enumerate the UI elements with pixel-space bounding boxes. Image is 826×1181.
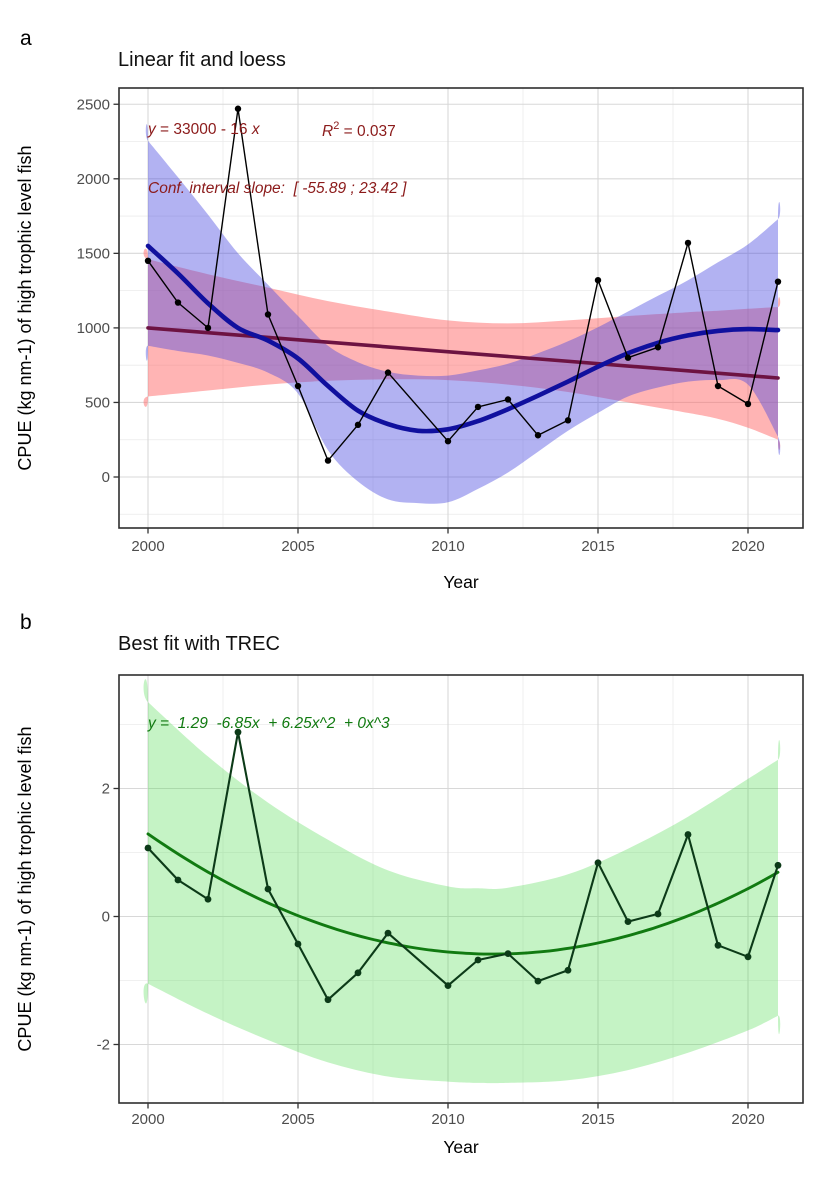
y-tick-label: 0 [102, 909, 110, 926]
x-tick-label: 2020 [731, 1111, 764, 1128]
x-axis-title: Year [443, 572, 479, 592]
data-point [354, 969, 362, 977]
x-tick-label: 2015 [581, 1111, 614, 1128]
data-point [714, 382, 722, 390]
r-squared-exponent: 2 [333, 120, 340, 132]
panel-border [118, 87, 804, 529]
y-tick-label: -2 [97, 1037, 110, 1054]
r-squared-symbol: R [322, 123, 334, 141]
y-tick-label: 1000 [77, 320, 110, 337]
data-point [234, 728, 242, 736]
loess-line [145, 243, 781, 434]
data-point [534, 977, 542, 985]
data-point [294, 382, 302, 390]
data-point [564, 417, 572, 424]
data-point [144, 257, 152, 265]
linear-fit-line [146, 326, 780, 380]
data-point [714, 941, 722, 949]
data-point [174, 876, 182, 884]
x-tick-label: 2000 [131, 1111, 164, 1128]
equation-x-symbol: x [251, 121, 260, 138]
data-point [264, 885, 272, 893]
y-axis-title: CPUE (kg nm-1) of high trophic level fis… [15, 145, 35, 470]
data-point [354, 421, 362, 429]
data-point [684, 239, 692, 247]
trec-polynomial-confidence-band [143, 679, 781, 1084]
x-tick-label: 2010 [431, 1111, 464, 1128]
data-point [624, 918, 632, 926]
data-point [684, 831, 692, 838]
y-tick-label: 2 [102, 781, 110, 798]
data-point [264, 311, 272, 318]
x-axis-title: Year [443, 1137, 479, 1157]
data-point [564, 966, 572, 974]
data-point [294, 940, 302, 948]
data-point [654, 344, 662, 351]
equation-y-symbol: y [148, 121, 156, 138]
panel-a-label: a [20, 27, 32, 50]
x-tick-label: 2005 [281, 1111, 314, 1128]
trec-polynomial-line [146, 832, 780, 956]
data-point [474, 956, 482, 964]
data-point [204, 895, 212, 903]
y-tick-label: 2500 [77, 96, 110, 113]
panel-a-equation: y = 33000 - 16 x [148, 121, 260, 138]
x-tick-label: 2015 [581, 538, 614, 555]
data-point [654, 910, 662, 918]
data-point [624, 354, 632, 361]
y-tick-label: 2000 [77, 171, 110, 188]
data-point [324, 457, 332, 464]
data-point [234, 105, 242, 112]
equation-body: = 33000 - 16 [155, 121, 252, 138]
data-point [384, 929, 392, 937]
x-tick-label: 2020 [731, 538, 764, 555]
panel-b-label: b [20, 611, 32, 634]
data-point [744, 400, 752, 408]
panel-a-title: Linear fit and loess [118, 49, 286, 71]
y-tick-label: 500 [85, 394, 110, 411]
data-point [594, 276, 602, 284]
panel-a-confidence-interval: Conf. interval slope: [ -55.89 ; 23.42 ] [148, 180, 407, 197]
y-tick-label: 0 [102, 469, 110, 486]
data-point [204, 324, 212, 332]
data-point [504, 396, 512, 403]
data-point [774, 278, 782, 285]
panel-b-equation: y = 1.29 -6.85x + 6.25x^2 + 0x^3 [148, 715, 390, 732]
data-point [744, 953, 752, 961]
panel-a-r-squared: R2 = 0.037 [322, 120, 396, 141]
data-point [144, 844, 152, 852]
y-axis-title: CPUE (kg nm-1) of high trophic level fis… [15, 726, 35, 1051]
linear-fit-confidence-band [143, 248, 781, 450]
data-point [474, 403, 482, 411]
y-tick-label: 1500 [77, 245, 110, 262]
x-tick-label: 2005 [281, 538, 314, 555]
data-point [174, 299, 182, 306]
data-point [774, 861, 782, 869]
data-point [594, 859, 602, 867]
data-point [384, 369, 392, 376]
data-point [504, 950, 512, 958]
x-tick-label: 2000 [131, 538, 164, 555]
data-point [324, 996, 332, 1004]
panel-b-title: Best fit with TREC [118, 633, 280, 655]
panel-border [118, 674, 804, 1104]
data-point [444, 438, 452, 445]
data-point [534, 432, 542, 439]
x-tick-label: 2010 [431, 538, 464, 555]
data-point [444, 982, 452, 990]
r-squared-value: = 0.037 [339, 123, 396, 141]
